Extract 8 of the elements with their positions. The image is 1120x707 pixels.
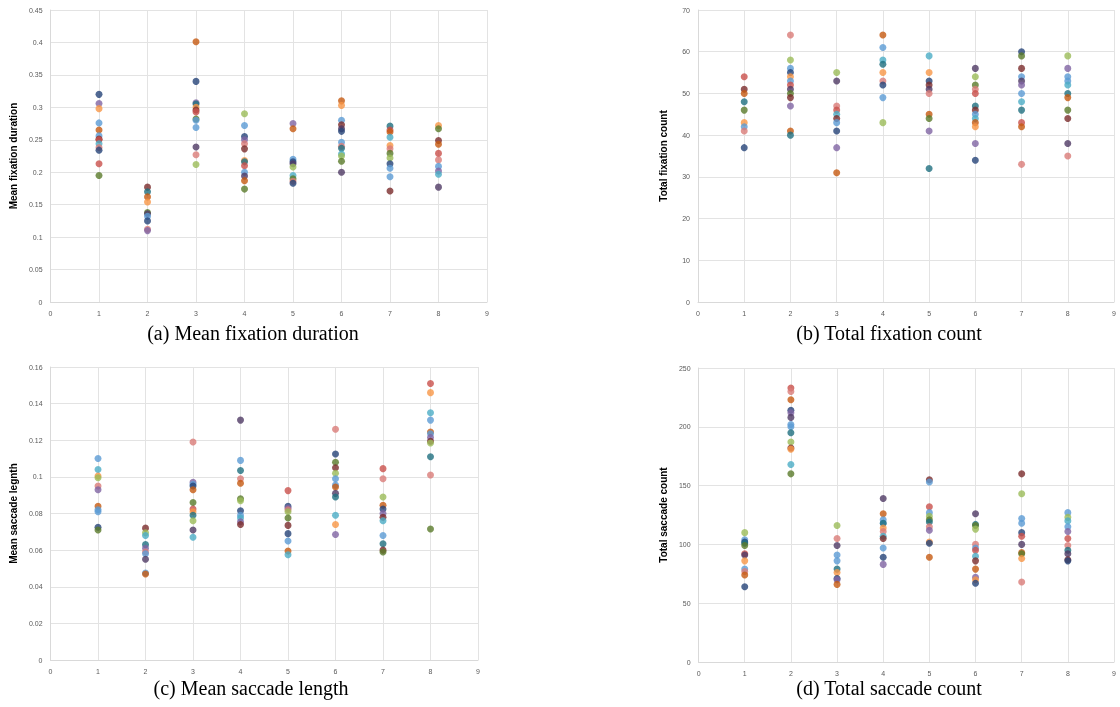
text: (b) Total fixation count: [796, 322, 983, 345]
text: (c) Mean saccade length: [153, 677, 349, 700]
y-axis-title: Total fixation count: [657, 109, 669, 202]
text: (a) Mean fixation duration: [147, 322, 359, 345]
text: (d) Total saccade count: [796, 677, 983, 700]
y-axis-title: Mean saccade legnth: [7, 463, 19, 564]
y-axis-title: Mean fixation duration: [7, 102, 19, 210]
y-axis-title: Total saccade count: [657, 466, 669, 563]
